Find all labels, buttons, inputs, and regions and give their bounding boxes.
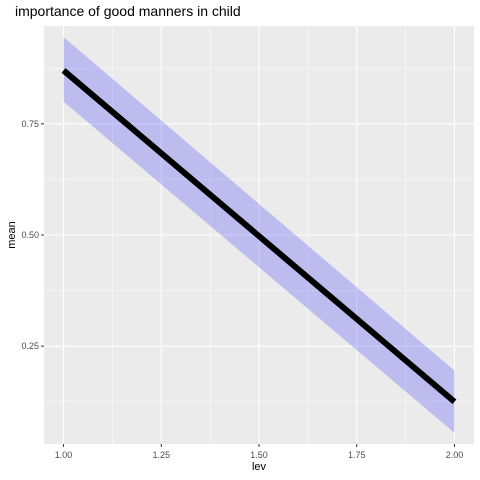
x-axis: 1.00 1.25 1.50 1.75 2.00	[55, 444, 463, 460]
y-tick-label: 0.75	[21, 119, 39, 129]
x-tick-label: 1.25	[153, 450, 171, 460]
x-tick-label: 1.00	[55, 450, 73, 460]
x-tick-label: 2.00	[446, 450, 464, 460]
x-tick-label: 1.75	[348, 450, 366, 460]
x-axis-title: lev	[252, 461, 267, 473]
y-axis-title: mean	[6, 221, 18, 249]
y-tick-label: 0.25	[21, 341, 39, 351]
chart-title: importance of good manners in child	[15, 3, 241, 19]
mean-lines	[61, 68, 457, 405]
x-tick-label: 1.50	[250, 450, 268, 460]
mean-line	[61, 68, 457, 405]
y-axis: 0.25 0.50 0.75	[21, 119, 44, 351]
y-tick-label: 0.50	[21, 230, 39, 240]
